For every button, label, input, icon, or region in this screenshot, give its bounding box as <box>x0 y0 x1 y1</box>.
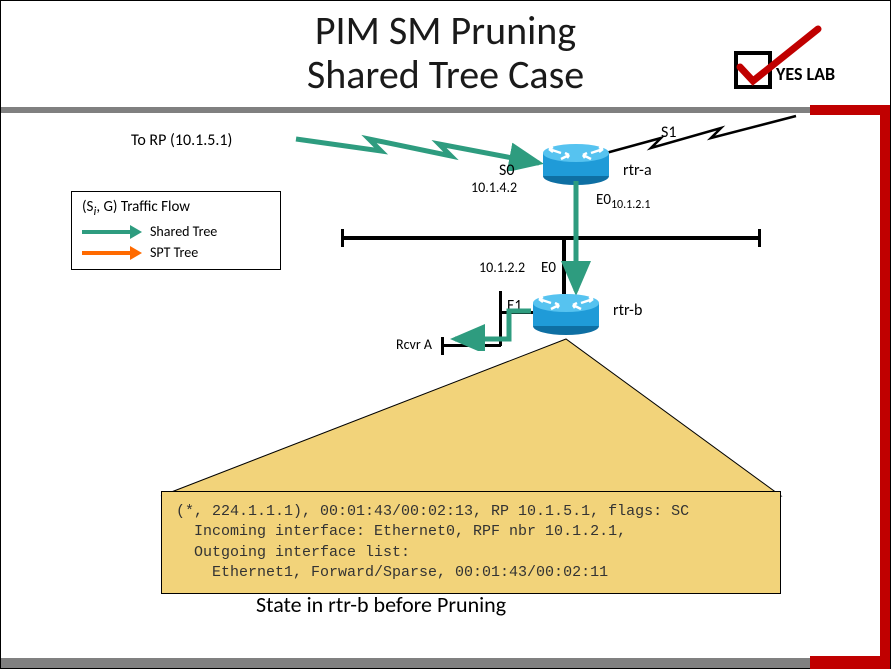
bus-segment <box>341 236 761 240</box>
legend-row-shared: Shared Tree <box>82 223 270 240</box>
logo-yes-lab: YES LAB <box>718 25 878 95</box>
bottom-accent <box>1 658 890 668</box>
legend-spt-label: SPT Tree <box>150 244 198 261</box>
arrow-shared-icon <box>82 225 142 239</box>
mroute-l1: (*, 224.1.1.1), 00:01:43/00:02:13, RP 10… <box>176 503 689 520</box>
logo-text: YES LAB <box>776 63 835 85</box>
label-e0-b-ip: 10.1.2.2 <box>479 259 525 276</box>
label-rtr-b: rtr-b <box>613 301 642 320</box>
mroute-l4: Ethernet1, Forward/Sparse, 00:01:43/00:0… <box>176 564 608 581</box>
mroute-l3: Outgoing interface list: <box>176 544 410 561</box>
link-s1-icon <box>601 113 801 163</box>
label-e0-a: E010.1.2.1 <box>596 191 650 212</box>
right-accent <box>880 115 890 658</box>
label-rtr-a: rtr-a <box>623 161 652 180</box>
legend-row-spt: SPT Tree <box>82 244 270 261</box>
legend-title: (Si, G) Traffic Flow <box>82 198 270 219</box>
bus-cap-right <box>758 229 761 247</box>
legend-box: (Si, G) Traffic Flow Shared Tree SPT Tre… <box>71 191 281 270</box>
flow-rtra-rtrb-icon <box>561 179 591 299</box>
label-e0-b: E0 <box>541 259 556 277</box>
title-line1: PIM SM Pruning <box>315 6 576 55</box>
label-s0: S0 <box>499 161 514 180</box>
callout-wedge-icon <box>151 331 791 501</box>
mroute-l2: Incoming interface: Ethernet0, RPF nbr 1… <box>176 523 626 540</box>
label-s1: S1 <box>661 123 676 142</box>
mroute-state-box: (*, 224.1.1.1), 00:01:43/00:02:13, RP 10… <box>161 491 781 594</box>
bus-cap-left <box>341 229 344 247</box>
caption-text: State in rtr-b before Pruning <box>256 591 506 618</box>
router-rtr-b-icon <box>531 291 601 336</box>
label-to-rp: To RP (10.1.5.1) <box>131 131 232 150</box>
slide-root: PIM SM Pruning Shared Tree Case YES LAB … <box>0 0 891 669</box>
title-line2: Shared Tree Case <box>307 50 584 99</box>
arrow-spt-icon <box>82 246 142 260</box>
label-s0-ip: 10.1.4.2 <box>471 179 517 196</box>
legend-shared-label: Shared Tree <box>150 223 217 240</box>
